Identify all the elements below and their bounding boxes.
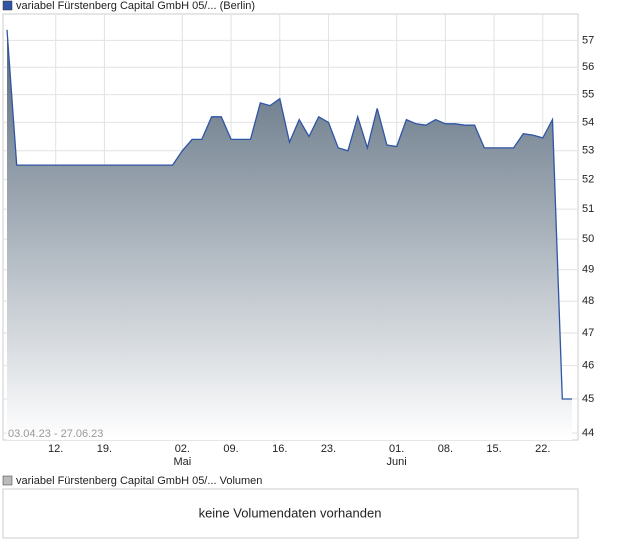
range-label: 03.04.23 - 27.06.23 [8, 428, 103, 440]
y-tick-label: 57 [582, 34, 594, 46]
y-tick-label: 53 [582, 145, 594, 157]
y-tick-label: 49 [582, 264, 594, 276]
month-label: Juni [387, 456, 407, 468]
x-tick-label: 22. [535, 443, 550, 455]
legend-swatch [2, 0, 13, 11]
volume-message: keine Volumendaten vorhanden [199, 505, 382, 520]
line [6, 29, 572, 400]
x-tick-label: 15. [486, 443, 501, 455]
y-tick-label: 51 [582, 203, 594, 215]
volume-frame [2, 488, 579, 539]
x-tick-label: 12. [48, 443, 63, 455]
x-tick-label: 02. [175, 443, 190, 455]
y-tick-label: 54 [582, 116, 594, 128]
y-tick-label: 45 [582, 393, 594, 405]
area-fill [7, 29, 572, 441]
y-tick-label: 50 [582, 233, 594, 245]
y-tick-label: 55 [582, 88, 594, 100]
x-tick-label: 19. [97, 443, 112, 455]
x-tick-label: 23. [321, 443, 336, 455]
x-tick-label: 01. [389, 443, 404, 455]
month-label: Mai [173, 456, 191, 468]
y-tick-label: 44 [582, 427, 594, 439]
y-tick-label: 52 [582, 174, 594, 186]
y-tick-label: 56 [582, 61, 594, 73]
x-tick-label: 08. [438, 443, 453, 455]
x-tick-label: 16. [272, 443, 287, 455]
legend-label: variabel Fürstenberg Capital GmbH 05/...… [16, 0, 255, 12]
volume-legend: variabel Fürstenberg Capital GmbH 05/...… [16, 475, 262, 487]
y-tick-label: 48 [582, 295, 594, 307]
y-tick-label: 46 [582, 360, 594, 372]
y-tick-label: 47 [582, 327, 594, 339]
legend-swatch [2, 475, 13, 486]
x-tick-label: 09. [223, 443, 238, 455]
